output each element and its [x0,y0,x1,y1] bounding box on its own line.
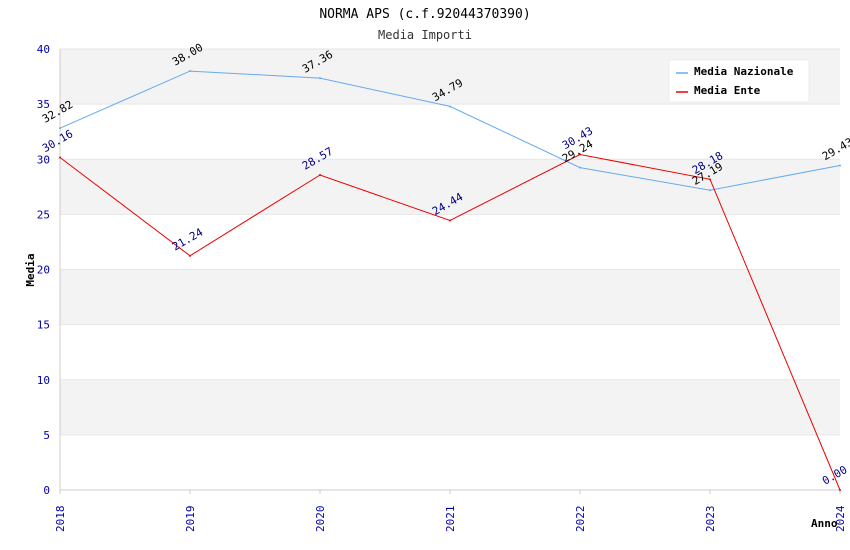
y-tick-label: 30 [37,153,50,166]
data-point [839,164,841,167]
legend-label-media-ente: Media Ente [694,84,761,97]
data-point [709,178,711,181]
x-tick-label: 2018 [54,506,67,533]
data-point [59,156,61,159]
legend: Media Nazionale Media Ente [668,59,810,103]
y-tick-label: 10 [37,374,50,387]
y-tick-label: 35 [37,98,50,111]
x-tick-label: 2022 [574,506,587,533]
y-tick-label: 40 [37,43,50,56]
grid-band [60,434,840,490]
y-tick-label: 15 [37,319,50,332]
grid-band [60,269,840,325]
legend-label-media-nazionale: Media Nazionale [694,65,794,78]
grid-band [60,159,840,215]
data-point [189,254,191,257]
data-point [449,105,451,108]
data-point [709,189,711,192]
data-point [319,174,321,177]
x-axis-label: Anno [811,517,838,530]
legend-box [668,59,810,103]
data-point [579,153,581,156]
y-tick-labels: 0 5 10 15 20 25 30 35 40 [37,43,50,497]
grid-band [60,104,840,160]
y-tick-label: 0 [43,484,50,497]
y-axis-label: Media [24,253,37,286]
chart-title: NORMA APS (c.f.92044370390) [319,7,530,22]
y-tick-label: 5 [43,429,50,442]
series-lines [59,70,841,491]
y-tick-label: 20 [37,264,50,277]
grid-band [60,324,840,380]
x-tick-labels: 2018 2019 2020 2021 2022 2023 2024 [54,490,847,532]
data-point [59,127,61,130]
x-tick-label: 2023 [704,506,717,533]
grid-band [60,214,840,270]
x-tick-label: 2019 [184,506,197,533]
grid-bands [60,49,840,490]
x-tick-label: 2020 [314,506,327,533]
chart-subtitle: Media Importi [378,28,472,42]
data-point [189,70,191,73]
x-tick-label: 2021 [444,506,457,533]
data-point [449,219,451,222]
grid-band [60,379,840,435]
x-tick-label: 2024 [834,505,847,532]
data-point [319,77,321,80]
data-point [579,166,581,169]
y-tick-label: 25 [37,208,50,221]
data-point [839,489,841,491]
